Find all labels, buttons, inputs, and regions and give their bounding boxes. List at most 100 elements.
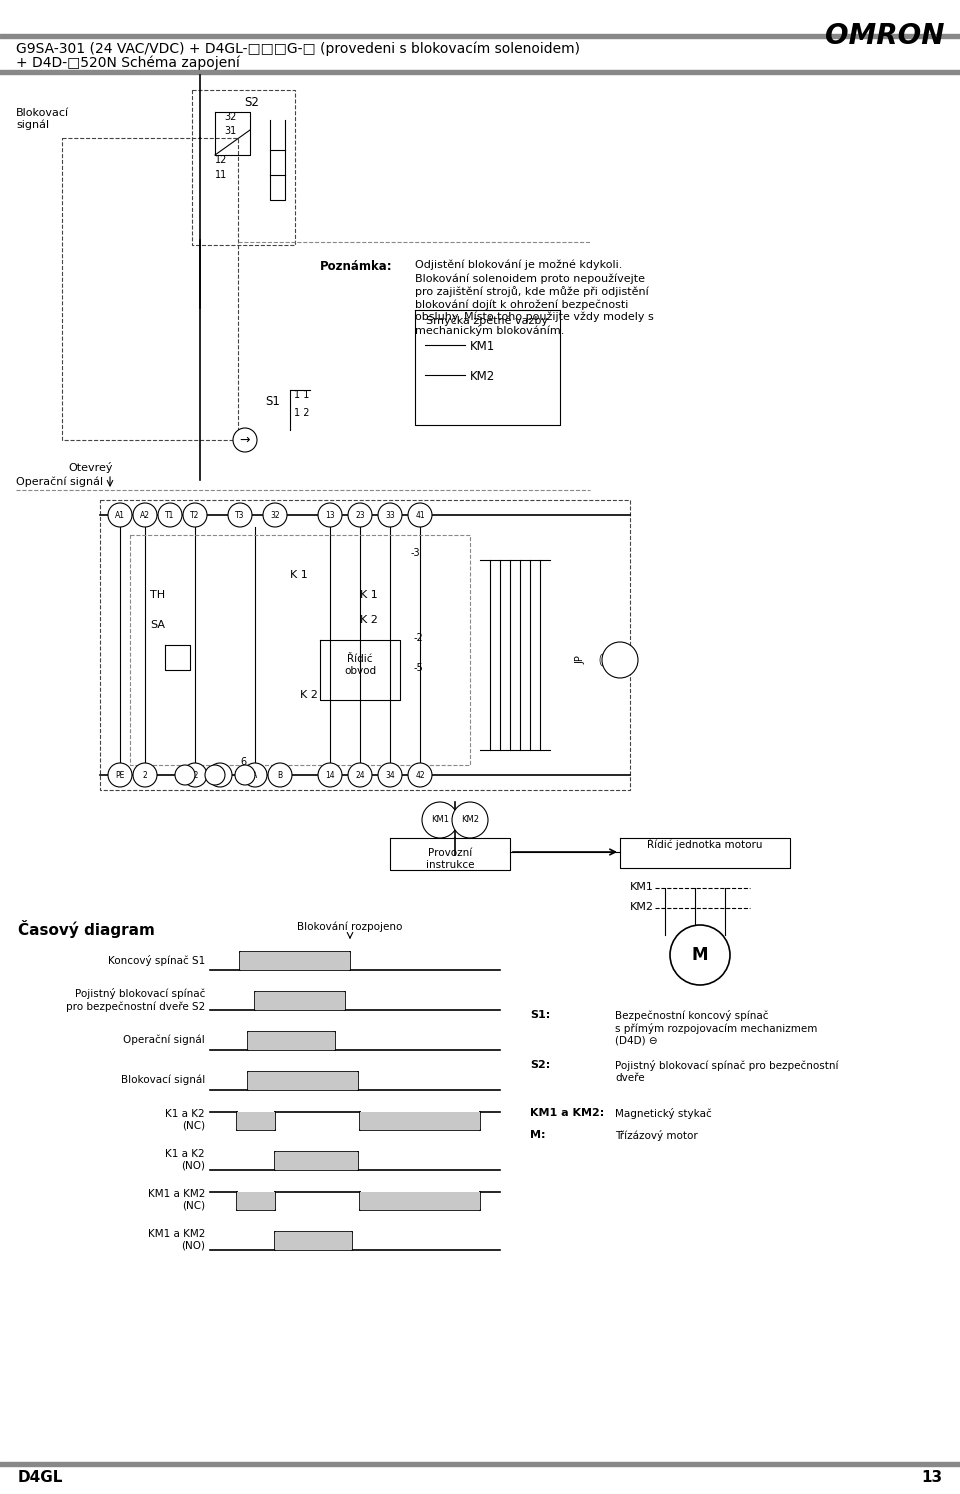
Text: mechanickým blokováním.: mechanickým blokováním. [415, 326, 564, 336]
Text: 1 2: 1 2 [294, 408, 309, 418]
Circle shape [670, 925, 730, 985]
Bar [360, 1192, 480, 1210]
Circle shape [183, 763, 207, 787]
Bar [248, 1073, 358, 1091]
Text: KM2: KM2 [630, 902, 654, 911]
Text: OMRON: OMRON [826, 22, 945, 49]
Bar [237, 1112, 275, 1129]
Text: B: B [277, 771, 282, 780]
Text: 2: 2 [143, 771, 148, 780]
Circle shape [228, 503, 252, 527]
Circle shape [108, 763, 132, 787]
Text: 33: 33 [385, 511, 395, 520]
Text: Blokování rozpojeno: Blokování rozpojeno [298, 922, 402, 932]
Text: blokování dojít k ohrožení bezpečnosti: blokování dojít k ohrožení bezpečnosti [415, 299, 629, 309]
Text: T2: T2 [190, 771, 200, 780]
Circle shape [158, 503, 182, 527]
Text: 42: 42 [415, 771, 425, 780]
Circle shape [318, 503, 342, 527]
Circle shape [268, 763, 292, 787]
Text: K 2: K 2 [300, 690, 318, 701]
Text: Otevreý: Otevreý [68, 462, 112, 474]
Circle shape [233, 427, 257, 453]
Bar [360, 1112, 480, 1129]
Text: Pojistný blokovací spínač pro bezpečnostní
dveře: Pojistný blokovací spínač pro bezpečnost… [615, 1061, 838, 1083]
Circle shape [205, 765, 225, 784]
Text: Poznámka:: Poznámka: [320, 260, 393, 273]
Circle shape [452, 802, 488, 838]
Text: 13: 13 [921, 1470, 942, 1485]
Text: S1:: S1: [530, 1010, 550, 1020]
Text: Operační signál: Operační signál [123, 1035, 205, 1046]
Text: KM1 a KM2
(NC): KM1 a KM2 (NC) [148, 1189, 205, 1210]
Text: Řídić jednotka motoru: Řídić jednotka motoru [647, 838, 763, 850]
Text: A2: A2 [140, 511, 150, 520]
Text: KM1 a KM2:: KM1 a KM2: [530, 1109, 604, 1118]
Circle shape [235, 765, 255, 784]
Text: M:: M: [530, 1129, 545, 1140]
Text: Pojistný blokovací spínač
pro bezpečnostní dveře S2: Pojistný blokovací spínač pro bezpečnost… [65, 989, 205, 1011]
Text: S2:: S2: [530, 1061, 550, 1070]
Text: 34: 34 [385, 771, 395, 780]
Circle shape [108, 503, 132, 527]
Text: Bezpečnostní koncový spínač
s přímým rozpojovacím mechanizmem
(D4D) ⊖: Bezpečnostní koncový spínač s přímým roz… [615, 1010, 817, 1046]
Text: Blokovací signál: Blokovací signál [121, 1074, 205, 1085]
Text: 24: 24 [355, 771, 365, 780]
Circle shape [243, 763, 267, 787]
Text: KM2: KM2 [470, 371, 495, 382]
Text: Koncový spínač S1: Koncový spínač S1 [108, 955, 205, 965]
Text: M: M [692, 946, 708, 964]
Text: Časový diagram: Časový diagram [18, 920, 155, 938]
Text: KM1: KM1 [470, 341, 495, 353]
Text: 22: 22 [215, 771, 225, 780]
Text: Provozní
instrukce: Provozní instrukce [425, 849, 474, 870]
Circle shape [378, 503, 402, 527]
Text: Blokovací: Blokovací [16, 108, 69, 118]
Text: T2: T2 [190, 511, 200, 520]
Text: Třízázový motor: Třízázový motor [615, 1129, 698, 1141]
Text: 31: 31 [224, 125, 236, 136]
Circle shape [348, 763, 372, 787]
Text: TH: TH [150, 590, 165, 601]
Bar [275, 1152, 358, 1170]
Text: 32: 32 [270, 511, 279, 520]
Circle shape [422, 802, 458, 838]
Text: 11: 11 [215, 170, 228, 179]
Text: SA: SA [150, 620, 165, 630]
Bar [240, 952, 350, 970]
Bar [237, 1192, 275, 1210]
Text: 23: 23 [355, 511, 365, 520]
Text: signál: signál [16, 120, 49, 130]
Text: -2: -2 [413, 633, 422, 642]
Circle shape [318, 763, 342, 787]
Text: K1 a K2
(NC): K1 a K2 (NC) [165, 1109, 205, 1131]
Text: 12: 12 [215, 155, 228, 164]
Circle shape [348, 503, 372, 527]
Circle shape [133, 503, 157, 527]
Text: S1: S1 [265, 394, 280, 408]
Circle shape [208, 763, 232, 787]
Text: T1: T1 [165, 511, 175, 520]
Bar [275, 1233, 352, 1250]
Text: KM1: KM1 [630, 881, 654, 892]
Text: A1: A1 [115, 511, 125, 520]
Text: D4GL: D4GL [18, 1470, 63, 1485]
Text: -5: -5 [413, 663, 422, 672]
Circle shape [378, 763, 402, 787]
Circle shape [133, 763, 157, 787]
Text: →: → [240, 433, 251, 447]
Text: 13: 13 [325, 511, 335, 520]
Text: 32: 32 [224, 112, 236, 123]
Text: pro zajištění strojů, kde může při odjistění: pro zajištění strojů, kde může při odjis… [415, 285, 649, 297]
Text: KM2: KM2 [461, 816, 479, 825]
Text: KM1: KM1 [431, 816, 449, 825]
Bar [248, 1032, 335, 1050]
Text: K 1: K 1 [290, 571, 308, 580]
Circle shape [408, 503, 432, 527]
Text: S2: S2 [244, 96, 259, 109]
Text: Smyčka zpětné vazby: Smyčka zpětné vazby [426, 315, 548, 326]
Text: 14: 14 [325, 771, 335, 780]
Text: K 1: K 1 [360, 590, 377, 601]
Text: Magnetický stykač: Magnetický stykač [615, 1109, 711, 1119]
Text: KM1 a KM2
(NO): KM1 a KM2 (NO) [148, 1230, 205, 1250]
